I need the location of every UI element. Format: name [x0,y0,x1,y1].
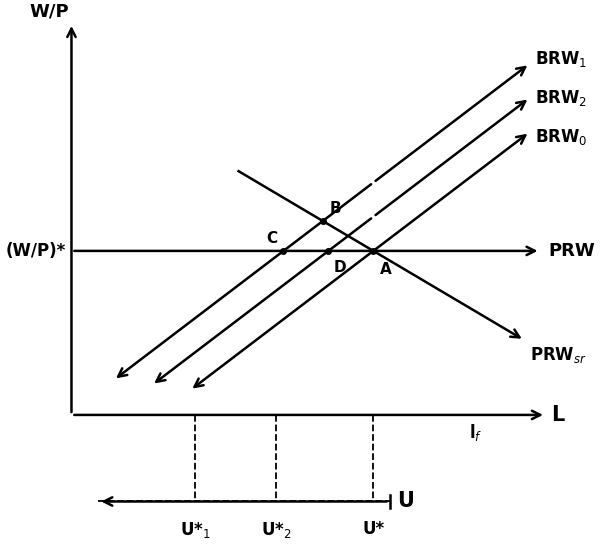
Text: PRW: PRW [548,242,595,260]
Text: A: A [380,262,392,277]
Text: PRW$_{sr}$: PRW$_{sr}$ [530,345,587,365]
Text: U*: U* [362,520,385,538]
Text: U*$_2$: U*$_2$ [261,520,292,540]
Text: U: U [398,492,415,512]
Text: BRW$_2$: BRW$_2$ [535,88,587,108]
Text: BRW$_0$: BRW$_0$ [535,127,587,147]
Text: l$_f$: l$_f$ [469,422,482,443]
Text: D: D [334,260,346,275]
Text: W/P: W/P [29,3,69,21]
Text: L: L [551,405,565,425]
Text: C: C [266,231,277,246]
Text: BRW$_1$: BRW$_1$ [535,49,587,69]
Text: (W/P)*: (W/P)* [6,242,66,260]
Text: B: B [329,201,341,216]
Text: U*$_1$: U*$_1$ [180,520,211,540]
